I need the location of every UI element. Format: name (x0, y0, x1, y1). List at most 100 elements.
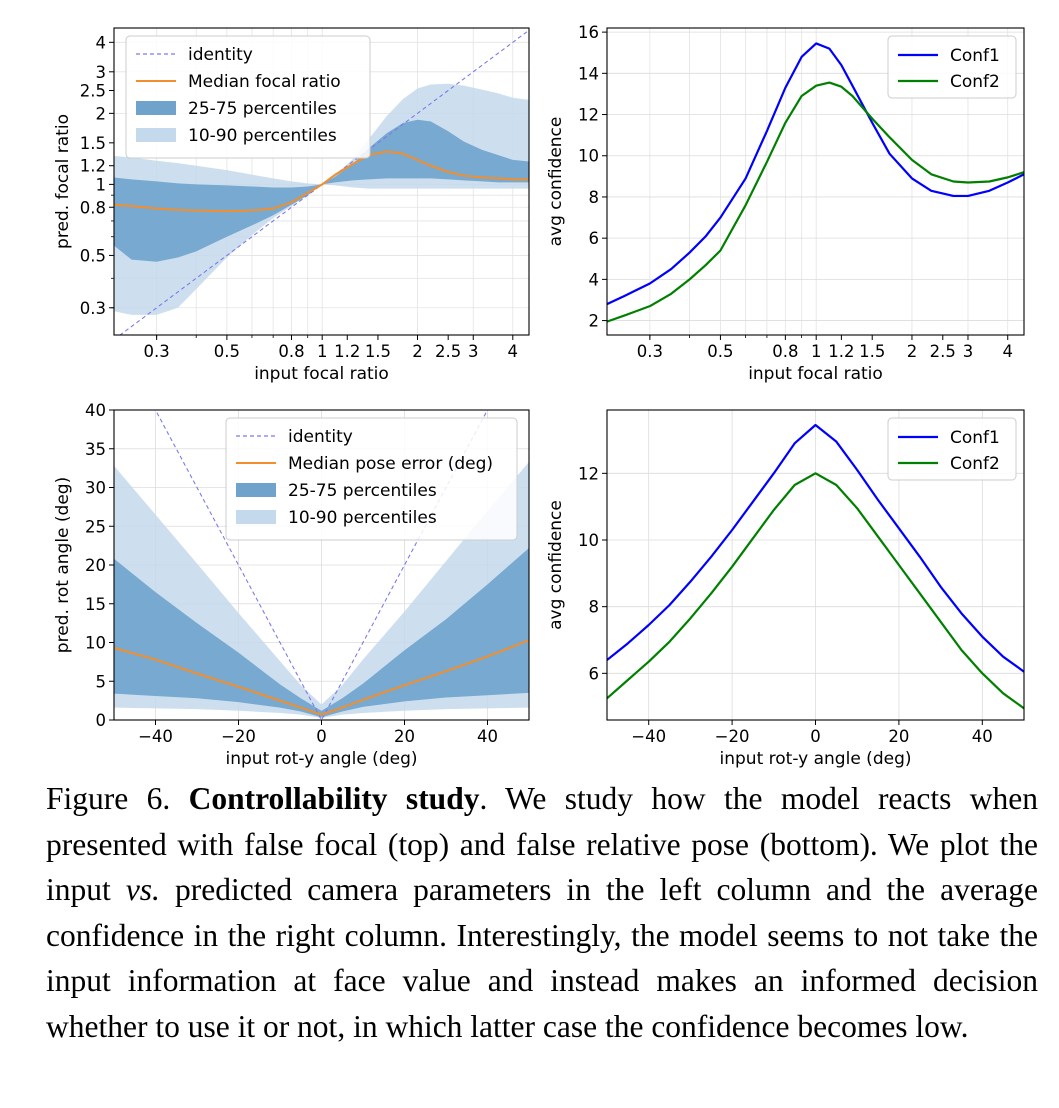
x-tick-label: 1.2 (828, 342, 854, 361)
y-tick-label: 0 (96, 711, 107, 730)
x-tick-label: 4 (508, 342, 519, 361)
y-tick-label: 12 (578, 106, 599, 125)
chart-pose-conf: −40 −20 0 20 40 6 8 10 12 input rot-y angle (deg)… (546, 409, 1025, 769)
x-tick-label: 0 (810, 727, 821, 746)
chart-focal-pred: 0.3 0.5 0.8 1 1.2 1.5 2 2.5 3 40.30.50.811.21.522… (53, 27, 530, 384)
x-tick-label: −40 (138, 727, 173, 746)
figure-label: Figure 6. (46, 781, 189, 816)
series-line-conf2 (607, 81, 1024, 323)
legend-band-swatch (236, 510, 276, 524)
series-line-conf1 (607, 423, 1024, 673)
chart-focal-conf: 0.3 0.5 0.8 1 1.2 1.5 2 2.5 3 4 2 4 6 8 10 12 14 16 input … (546, 23, 1025, 384)
charts-svg: 0.3 0.5 0.8 1 1.2 1.5 2 2.5 3 40.30.50.811.21.522… (53, 23, 1025, 769)
legend-label: Median pose error (deg) (288, 454, 493, 474)
y-tick-label: 1 (96, 175, 107, 194)
median-line (114, 150, 529, 213)
y-tick-label: 1.5 (80, 134, 106, 153)
legend-label: 25-75 percentiles (288, 481, 437, 501)
plot-area-pose-pred (114, 410, 529, 720)
legend-box (887, 417, 1017, 481)
x-axis-label: input rot-y angle (deg) (226, 749, 418, 769)
series-line-conf1 (607, 42, 1024, 306)
x-tick-label: 1.2 (334, 342, 360, 361)
x-tick-label: 1 (811, 342, 822, 361)
y-tick-label: 12 (578, 464, 599, 483)
x-tick-label: 20 (394, 727, 415, 746)
chart-pose-pred: −40 −20 0 20 40 0 5 10 15 20 25 30 35 40 input rot-y a… (53, 401, 530, 769)
legend-focal-pred: identity Median focal ratio 25-75 percenti… (125, 35, 371, 159)
y-tick-label: 30 (85, 479, 106, 498)
legend-box (887, 35, 1017, 99)
y-tick-label: 0.3 (80, 299, 106, 318)
y-tick-label: 10 (578, 147, 599, 166)
x-tick-label: −20 (715, 727, 750, 746)
y-tick-label: 4 (589, 270, 600, 289)
y-tick-label: 3 (96, 63, 107, 82)
legend-label: 10-90 percentiles (188, 126, 337, 146)
figure-6: 0.3 0.5 0.8 1 1.2 1.5 2 2.5 3 4 0.3 0.5 0.8 1 1.2 1.5 2 2… (53, 23, 1025, 769)
y-tick-label: 5 (96, 672, 107, 691)
band-25-75 (114, 119, 529, 262)
y-tick-label: 14 (578, 64, 599, 83)
y-axis-label: avg confidence (546, 117, 566, 247)
y-axis-label: pred. focal ratio (53, 114, 73, 249)
x-tick-label: 20 (888, 727, 909, 746)
x-tick-label: 0.5 (707, 342, 733, 361)
ticks-pose-pred: −40 −20 0 20 40 0 5 10 15 20 25 30 35 40 (85, 401, 498, 746)
y-tick-label: 6 (589, 664, 600, 683)
y-tick-label: 15 (85, 595, 106, 614)
x-tick-label: 2 (907, 342, 918, 361)
legend-label: Conf2 (950, 454, 1000, 474)
y-tick-label: 2 (589, 312, 600, 331)
legend-label: identity (188, 45, 253, 65)
x-tick-label: 2 (412, 342, 423, 361)
legend-pose-pred: identity Median pose error (deg) 25-75 per… (225, 417, 518, 541)
ticks-focal-conf: 0.3 0.5 0.8 1 1.2 1.5 2 2.5 3 4 2 4 6 8 10 12 14 16 (578, 23, 1013, 361)
x-tick-label: 4 (1002, 342, 1013, 361)
legend-band-swatch (236, 483, 276, 497)
x-tick-label: −40 (631, 727, 666, 746)
y-tick-label: 35 (85, 440, 106, 459)
caption-title: Controllability study (188, 781, 480, 816)
legend-label: Conf2 (950, 72, 1000, 92)
identity-line (119, 29, 529, 335)
x-axis-label: input rot-y angle (deg) (720, 749, 912, 769)
y-tick-label: 10 (85, 634, 106, 653)
plot-frame (606, 27, 1025, 336)
x-tick-label: −20 (221, 727, 256, 746)
y-tick-label: 8 (589, 188, 600, 207)
y-tick-label: 4 (96, 33, 107, 52)
caption-text-2: predicted camera parameters in the left … (46, 872, 1038, 1044)
legend-box (225, 417, 518, 541)
legend-label: identity (288, 427, 353, 447)
y-tick-label: 1.2 (80, 157, 106, 176)
x-tick-label: 1.5 (859, 342, 885, 361)
series-line-conf2 (607, 472, 1024, 710)
plot-frame (113, 27, 530, 336)
x-tick-label: 0.5 (214, 342, 240, 361)
y-tick-label: 2 (96, 104, 107, 123)
figure-caption: Figure 6. Controllability study. We stud… (46, 776, 1038, 1049)
x-axis-label: input focal ratio (254, 364, 389, 384)
legend-label: 25-75 percentiles (188, 99, 337, 119)
legend-label: 10-90 percentiles (288, 508, 437, 528)
y-tick-label: 2.5 (80, 81, 106, 100)
band-25-75 (114, 547, 529, 718)
caption-vs: vs. (125, 872, 160, 907)
y-tick-label: 25 (85, 517, 106, 536)
legend-label: Median focal ratio (188, 72, 341, 92)
x-tick-label: 3 (468, 342, 479, 361)
plot-area-focal-pred (114, 29, 529, 335)
x-tick-label: 0.3 (637, 342, 663, 361)
y-axis-label: avg confidence (546, 500, 566, 630)
ticks-pose-conf: −40 −20 0 20 40 6 8 10 12 (578, 464, 993, 746)
legend-label: Conf1 (950, 46, 1000, 66)
plot-area-focal-conf (607, 42, 1024, 323)
x-tick-label: 1.5 (365, 342, 391, 361)
y-tick-label: 16 (578, 23, 599, 42)
x-tick-label: 0.8 (278, 342, 304, 361)
legend-pose-conf: Conf1 Conf2 (887, 417, 1017, 481)
x-tick-label: 0 (316, 727, 327, 746)
legend-band-swatch (136, 128, 176, 142)
legend-box (125, 35, 371, 159)
